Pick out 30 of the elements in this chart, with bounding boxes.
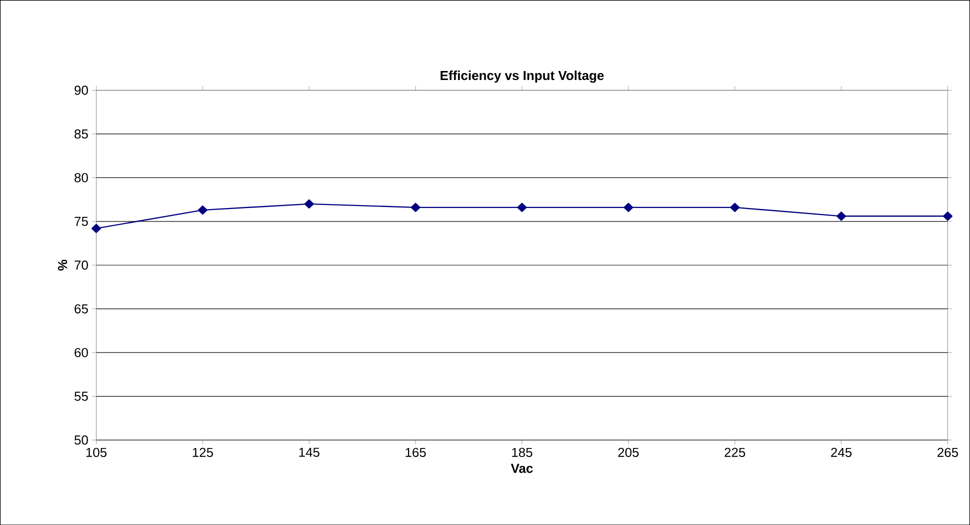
x-tick-label: 225 bbox=[724, 448, 746, 457]
y-tick-label: 75 bbox=[74, 216, 88, 226]
point bbox=[410, 202, 420, 212]
x-tick-label: 265 bbox=[938, 448, 958, 457]
point bbox=[304, 199, 314, 208]
y-tick-label: 60 bbox=[74, 348, 88, 358]
y-tick-label: 65 bbox=[74, 304, 88, 314]
x-tick-label: 205 bbox=[618, 448, 639, 457]
y-tick-label: 90 bbox=[74, 86, 88, 95]
point bbox=[730, 202, 740, 212]
x-axis-title: Vac bbox=[510, 464, 533, 473]
x-tick-label: 105 bbox=[86, 448, 107, 457]
x-tick-label: 125 bbox=[192, 448, 213, 457]
y-axis-title: % bbox=[58, 260, 68, 270]
chart-title: Efficiency vs Input Voltage bbox=[440, 70, 604, 83]
point bbox=[624, 202, 634, 212]
y-tick-label: 70 bbox=[74, 260, 88, 270]
point bbox=[198, 205, 208, 215]
point bbox=[942, 211, 953, 221]
point bbox=[517, 202, 527, 212]
x-tick-label: 185 bbox=[512, 448, 532, 457]
y-tick-label: 50 bbox=[74, 435, 88, 444]
point bbox=[91, 224, 102, 233]
x-tick-label: 245 bbox=[831, 448, 852, 457]
point bbox=[836, 211, 846, 221]
y-tick-label: 85 bbox=[74, 129, 88, 138]
x-tick-label: 165 bbox=[406, 448, 426, 457]
x-tick-label: 145 bbox=[299, 448, 320, 457]
y-tick-label: 80 bbox=[74, 172, 88, 182]
y-tick-label: 55 bbox=[74, 392, 88, 401]
